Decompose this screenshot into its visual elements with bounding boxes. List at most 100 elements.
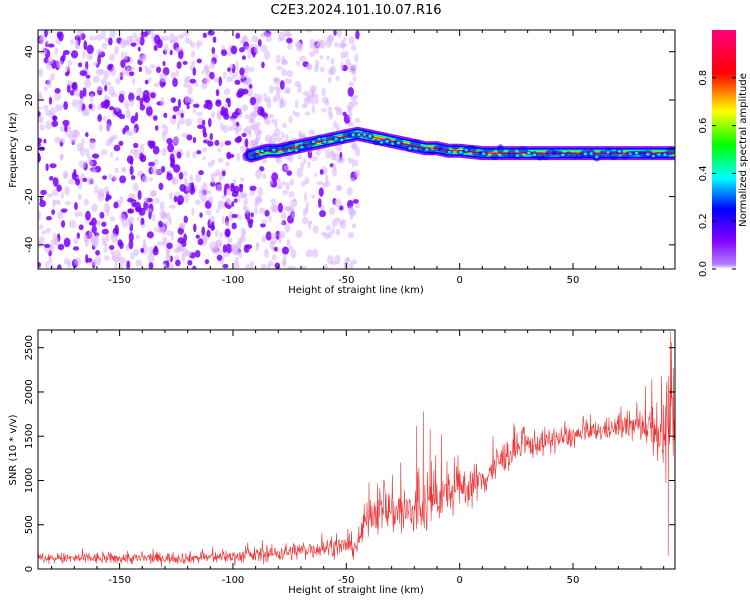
- noise-point: [321, 182, 328, 188]
- noise-point: [311, 155, 318, 162]
- noise-point: [132, 127, 137, 135]
- noise-point: [216, 254, 223, 261]
- noise-point: [150, 92, 156, 99]
- noise-point: [229, 64, 234, 70]
- noise-point: [125, 35, 133, 46]
- ridge-blob-core: [334, 137, 338, 141]
- noise-point: [239, 177, 245, 183]
- ridge-blob: [483, 147, 495, 153]
- noise-point: [326, 55, 330, 61]
- noise-point: [158, 220, 163, 228]
- snr-x-ticks: -150 -100 -50 0 50: [51, 330, 665, 586]
- noise-point: [222, 124, 229, 133]
- noise-point: [347, 257, 351, 263]
- noise-point: [107, 64, 113, 71]
- noise-point: [82, 87, 87, 97]
- noise-point: [278, 230, 286, 239]
- noise-point: [99, 124, 103, 132]
- noise-point: [321, 87, 326, 97]
- noise-point: [91, 153, 100, 159]
- noise-point: [38, 210, 42, 221]
- noise-point: [129, 148, 137, 155]
- ridge-blob-core: [606, 151, 610, 154]
- noise-point: [330, 57, 335, 65]
- noise-point: [178, 49, 184, 60]
- noise-point: [347, 231, 355, 239]
- noise-point: [105, 234, 110, 242]
- noise-point: [153, 227, 161, 233]
- y-tick: 1500: [24, 423, 675, 449]
- noise-point: [46, 78, 52, 88]
- noise-point: [129, 165, 134, 176]
- noise-point: [171, 72, 177, 79]
- noise-point: [268, 137, 273, 145]
- noise-point: [63, 257, 71, 266]
- noise-point: [215, 208, 220, 214]
- figure-title: C2E3.2024.101.10.07.R16: [270, 3, 441, 18]
- noise-point: [230, 45, 238, 55]
- noise-point: [290, 249, 297, 259]
- noise-point: [236, 135, 242, 143]
- noise-point: [303, 158, 307, 165]
- noise-point: [354, 159, 359, 167]
- noise-point: [195, 173, 202, 183]
- noise-point: [254, 206, 258, 216]
- noise-point: [118, 113, 126, 120]
- spectrogram-noise: [38, 30, 361, 269]
- noise-point: [136, 95, 141, 101]
- noise-point: [217, 147, 222, 153]
- noise-point: [236, 152, 241, 162]
- noise-point: [199, 212, 203, 218]
- noise-point: [270, 236, 278, 245]
- noise-point: [251, 35, 259, 43]
- noise-point: [231, 201, 235, 207]
- noise-point: [57, 243, 65, 251]
- noise-point: [271, 133, 278, 143]
- noise-point: [91, 225, 97, 234]
- noise-point: [250, 212, 254, 218]
- noise-point: [217, 200, 225, 210]
- spectrogram-ridge: [244, 126, 675, 163]
- noise-point: [146, 231, 154, 239]
- snr-x-label: Height of straight line (km): [288, 585, 424, 596]
- noise-point: [155, 169, 163, 175]
- noise-point: [313, 96, 319, 105]
- noise-point: [136, 87, 143, 97]
- noise-point: [314, 64, 319, 73]
- noise-point: [294, 99, 299, 109]
- noise-point: [268, 216, 272, 223]
- noise-point: [75, 178, 81, 186]
- noise-point: [186, 134, 193, 141]
- spectrogram-y-label: Frequency (Hz): [8, 112, 19, 188]
- noise-point: [319, 205, 325, 211]
- noise-point: [354, 146, 361, 157]
- noise-point: [164, 125, 169, 135]
- noise-point: [129, 71, 135, 77]
- noise-point: [260, 107, 265, 117]
- noise-point: [85, 210, 91, 221]
- colorbar-ticks: 0.0 0.2 0.4 0.6 0.8: [698, 70, 736, 277]
- noise-point: [201, 147, 208, 153]
- noise-point: [313, 172, 318, 177]
- ridge-blob: [599, 150, 606, 159]
- noise-point: [249, 118, 254, 124]
- ridge-blob: [570, 152, 578, 160]
- noise-point: [130, 42, 137, 47]
- noise-point: [311, 86, 316, 97]
- noise-point: [76, 232, 80, 239]
- noise-point: [63, 101, 69, 110]
- y-tick-label: 1000: [24, 468, 35, 493]
- noise-point: [355, 30, 360, 40]
- noise-point: [105, 99, 111, 108]
- noise-point: [264, 50, 271, 60]
- noise-point: [303, 192, 307, 202]
- noise-point: [83, 40, 88, 51]
- noise-point: [323, 263, 328, 269]
- noise-point: [225, 161, 230, 167]
- noise-point: [269, 85, 274, 94]
- noise-point: [217, 157, 224, 164]
- noise-point: [132, 182, 139, 192]
- noise-point: [266, 98, 272, 109]
- noise-point: [119, 39, 127, 49]
- noise-point: [192, 151, 197, 159]
